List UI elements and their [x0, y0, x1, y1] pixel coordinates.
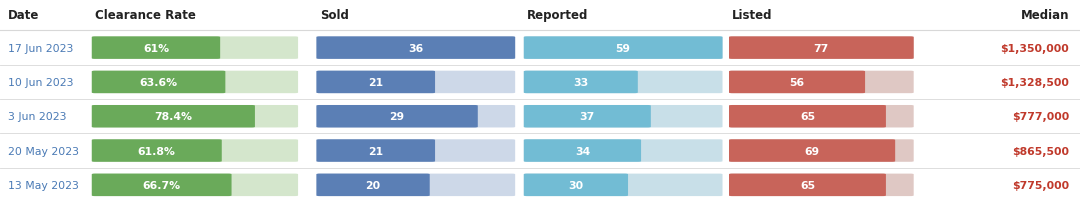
Text: 34: 34 — [575, 146, 590, 156]
Text: Listed: Listed — [732, 9, 773, 22]
FancyBboxPatch shape — [524, 140, 642, 162]
Text: 59: 59 — [616, 43, 631, 53]
Text: Median: Median — [1021, 9, 1069, 22]
FancyBboxPatch shape — [524, 71, 723, 94]
Text: $1,350,000: $1,350,000 — [1000, 43, 1069, 53]
FancyBboxPatch shape — [92, 37, 220, 60]
Text: Clearance Rate: Clearance Rate — [95, 9, 195, 22]
Text: 61.8%: 61.8% — [138, 146, 176, 156]
Text: 36: 36 — [408, 43, 423, 53]
Text: 63.6%: 63.6% — [139, 78, 177, 87]
FancyBboxPatch shape — [92, 71, 226, 94]
FancyBboxPatch shape — [92, 174, 298, 196]
FancyBboxPatch shape — [92, 37, 298, 60]
FancyBboxPatch shape — [524, 105, 723, 128]
Text: 77: 77 — [813, 43, 829, 53]
Text: 3 Jun 2023: 3 Jun 2023 — [8, 112, 66, 122]
Text: 20: 20 — [365, 180, 380, 190]
Text: 33: 33 — [573, 78, 589, 87]
FancyBboxPatch shape — [316, 140, 435, 162]
FancyBboxPatch shape — [92, 140, 221, 162]
FancyBboxPatch shape — [524, 174, 629, 196]
FancyBboxPatch shape — [316, 174, 515, 196]
Text: 56: 56 — [789, 78, 805, 87]
Text: $1,328,500: $1,328,500 — [1000, 78, 1069, 87]
FancyBboxPatch shape — [729, 105, 914, 128]
FancyBboxPatch shape — [729, 71, 914, 94]
FancyBboxPatch shape — [729, 174, 886, 196]
FancyBboxPatch shape — [92, 105, 298, 128]
Text: 30: 30 — [568, 180, 583, 190]
FancyBboxPatch shape — [92, 140, 298, 162]
Text: $777,000: $777,000 — [1012, 112, 1069, 122]
Text: 65: 65 — [800, 112, 815, 122]
Text: Date: Date — [8, 9, 39, 22]
Text: 69: 69 — [805, 146, 820, 156]
Text: 66.7%: 66.7% — [143, 180, 180, 190]
Text: 78.4%: 78.4% — [154, 112, 192, 122]
Text: 21: 21 — [368, 146, 383, 156]
Text: 10 Jun 2023: 10 Jun 2023 — [8, 78, 73, 87]
FancyBboxPatch shape — [92, 174, 231, 196]
FancyBboxPatch shape — [729, 140, 895, 162]
FancyBboxPatch shape — [729, 37, 914, 60]
Text: 13 May 2023: 13 May 2023 — [8, 180, 79, 190]
FancyBboxPatch shape — [729, 174, 914, 196]
FancyBboxPatch shape — [316, 174, 430, 196]
Text: Reported: Reported — [527, 9, 589, 22]
FancyBboxPatch shape — [316, 71, 435, 94]
FancyBboxPatch shape — [316, 140, 515, 162]
FancyBboxPatch shape — [729, 71, 865, 94]
FancyBboxPatch shape — [524, 37, 723, 60]
Text: 17 Jun 2023: 17 Jun 2023 — [8, 43, 73, 53]
Text: 20 May 2023: 20 May 2023 — [8, 146, 79, 156]
FancyBboxPatch shape — [316, 105, 477, 128]
FancyBboxPatch shape — [729, 140, 914, 162]
FancyBboxPatch shape — [524, 174, 723, 196]
Text: $775,000: $775,000 — [1012, 180, 1069, 190]
FancyBboxPatch shape — [524, 105, 651, 128]
FancyBboxPatch shape — [729, 37, 914, 60]
Text: 37: 37 — [580, 112, 595, 122]
Text: 61%: 61% — [143, 43, 170, 53]
FancyBboxPatch shape — [729, 105, 886, 128]
FancyBboxPatch shape — [524, 140, 723, 162]
Text: 21: 21 — [368, 78, 383, 87]
FancyBboxPatch shape — [316, 105, 515, 128]
FancyBboxPatch shape — [316, 37, 515, 60]
FancyBboxPatch shape — [524, 37, 723, 60]
Text: Sold: Sold — [320, 9, 349, 22]
FancyBboxPatch shape — [524, 71, 638, 94]
Text: $865,500: $865,500 — [1012, 146, 1069, 156]
FancyBboxPatch shape — [92, 105, 255, 128]
FancyBboxPatch shape — [316, 71, 515, 94]
Text: 29: 29 — [390, 112, 405, 122]
Text: 65: 65 — [800, 180, 815, 190]
FancyBboxPatch shape — [316, 37, 515, 60]
FancyBboxPatch shape — [92, 71, 298, 94]
